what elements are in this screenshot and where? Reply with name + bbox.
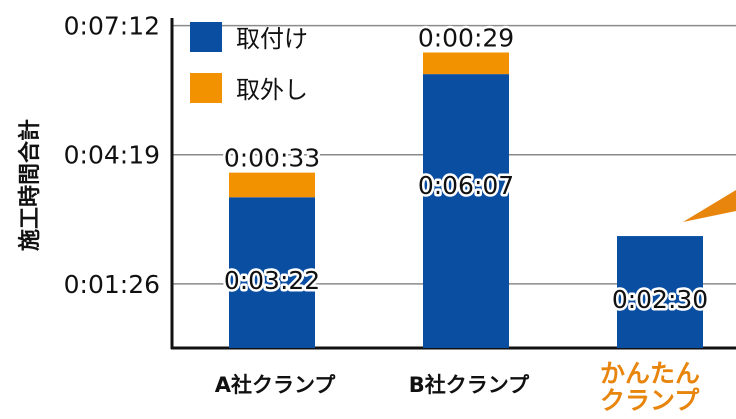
legend-swatch-install — [190, 22, 222, 52]
bar-segment-install — [229, 197, 315, 348]
x-category-label: B社クランプ — [409, 373, 530, 397]
bar-segment-install — [617, 236, 703, 348]
data-label-removal: 0:00:29 — [418, 23, 514, 52]
y-tick-label: 0:01:26 — [64, 270, 160, 299]
x-category-label: A社クランプ — [215, 373, 337, 397]
bar-segment-removal — [229, 172, 315, 198]
data-label-install: 0:03:22 — [224, 266, 320, 295]
legend-label: 取外し — [236, 76, 308, 104]
x-category-label: クランプ — [600, 386, 700, 415]
data-label-install: 0:02:30 — [612, 285, 708, 314]
legend-label: 取付け — [236, 25, 308, 53]
bar-segment-install — [423, 74, 509, 349]
data-label-install: 0:06:07 — [418, 171, 514, 200]
x-category-label: かんたん — [600, 359, 700, 388]
y-axis-title: 施工時間合計 — [17, 119, 43, 251]
y-tick-label: 0:07:12 — [64, 12, 160, 41]
legend-swatch-removal — [190, 73, 222, 103]
data-label-removal: 0:00:33 — [224, 144, 320, 173]
callout-pointer — [683, 190, 736, 222]
bar-segment-removal — [423, 52, 509, 75]
y-tick-label: 0:04:19 — [64, 141, 160, 170]
